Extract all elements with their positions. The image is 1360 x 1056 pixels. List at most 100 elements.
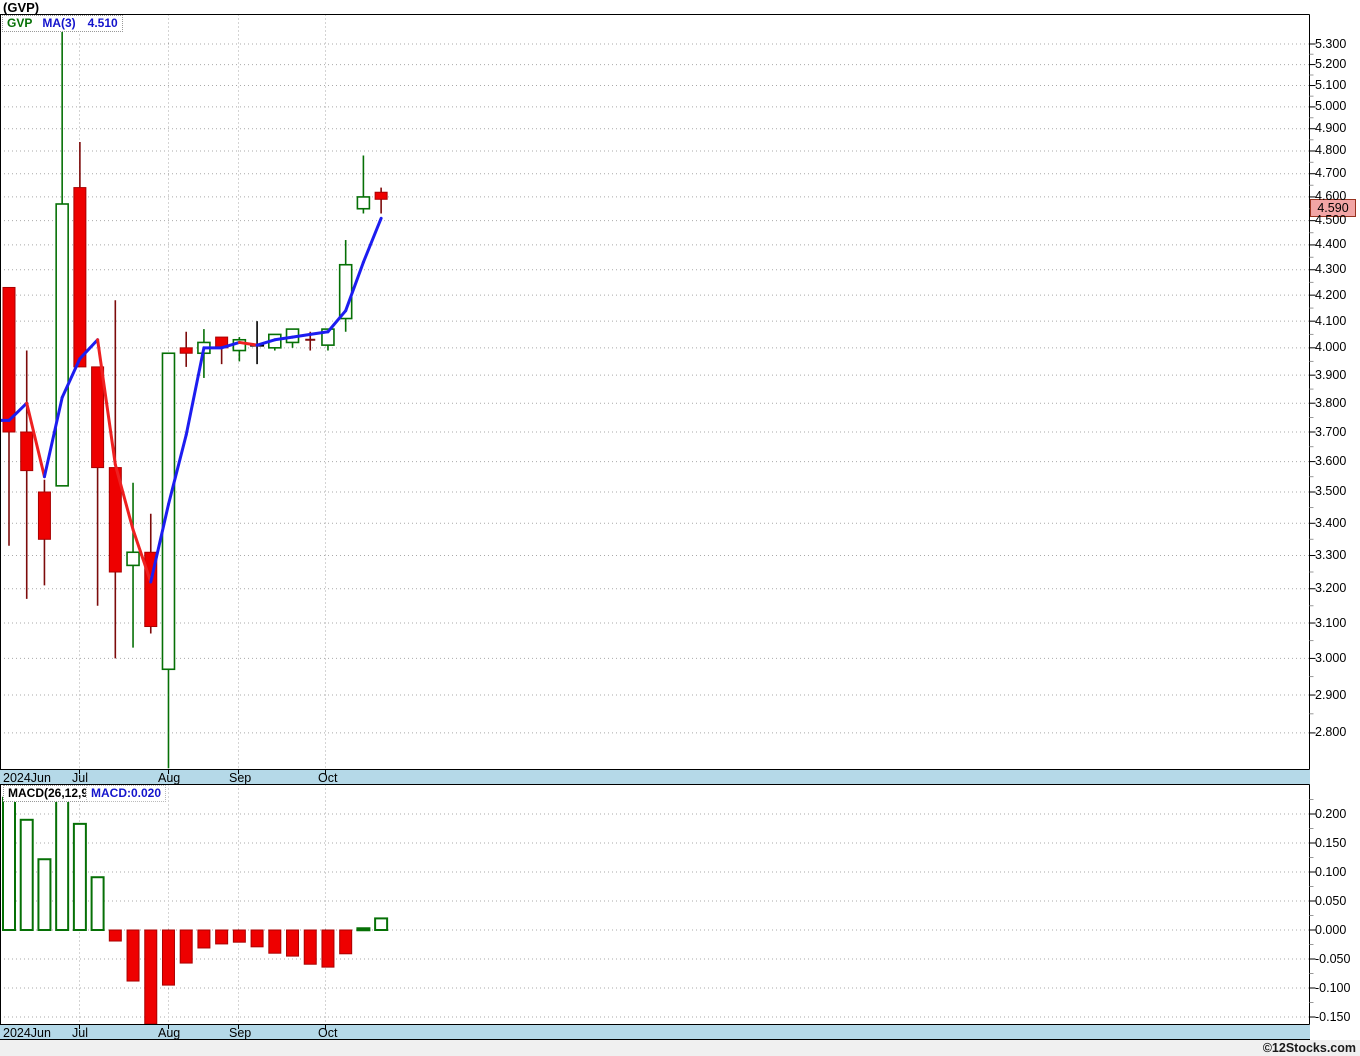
x-axis-strip-main	[0, 770, 1310, 785]
ma-line-segment	[255, 338, 277, 347]
macd-bar-negative	[179, 929, 193, 964]
footer-band	[0, 1040, 1360, 1056]
symbol-label: GVP	[7, 16, 33, 30]
ma-line-segment	[308, 330, 330, 336]
macd-bar-negative	[126, 929, 140, 982]
macd-bar-positive	[19, 818, 34, 931]
y-axis-label-main: 5.300	[1315, 36, 1347, 51]
ma-line-segment	[7, 401, 29, 422]
y-axis-label-main: 3.500	[1315, 484, 1347, 499]
macd-bar-negative	[232, 929, 246, 943]
x-axis-label-main: Aug	[158, 771, 181, 785]
y-axis-label-macd: 0.150	[1315, 835, 1347, 850]
y-axis-label-main: 3.000	[1315, 650, 1347, 665]
y-axis-label-main: 2.900	[1315, 687, 1347, 702]
macd-bar-negative	[215, 929, 229, 945]
y-axis-label-main: 4.900	[1315, 121, 1347, 136]
candle-body-up	[161, 352, 176, 671]
x-axis-strip-macd	[0, 1025, 1310, 1040]
y-axis-label-macd: -0.150	[1315, 1009, 1351, 1024]
ma-line-segment	[25, 401, 46, 479]
macd-bar-negative	[321, 929, 335, 968]
y-axis-label-main: 5.100	[1315, 78, 1347, 93]
y-axis-label-main: 5.000	[1315, 99, 1347, 114]
macd-value: MACD:0.020	[86, 785, 167, 802]
candle-body-down	[91, 366, 105, 469]
candle-body-up	[356, 196, 371, 210]
macd-bar-negative	[197, 929, 211, 949]
x-axis-label-macd: Jul	[72, 1026, 88, 1040]
y-axis-label-macd: -0.100	[1315, 980, 1351, 995]
y-axis-label-main: 4.500	[1315, 213, 1347, 228]
ma-line-segment	[96, 338, 117, 467]
candle-body-down	[37, 491, 51, 540]
macd-bar-positive	[374, 917, 389, 932]
candle-body-down	[179, 347, 193, 354]
x-axis-label-macd: Sep	[229, 1026, 252, 1040]
macd-bar-positive	[90, 876, 105, 931]
x-axis-label-main: Sep	[229, 771, 252, 785]
ma-line-segment	[184, 346, 206, 437]
ma-line-segment	[149, 502, 170, 584]
candle-body-down	[20, 431, 34, 472]
ma-line-segment	[220, 340, 241, 350]
x-axis-label-main: Jul	[72, 771, 88, 785]
macd-bar-negative	[303, 929, 317, 965]
ma-line-segment	[113, 463, 135, 532]
macd-bar-negative	[268, 929, 282, 954]
y-axis-label-main: 4.000	[1315, 340, 1347, 355]
y-axis-label-main: 3.200	[1315, 581, 1347, 596]
ma-label: MA(3)	[42, 16, 76, 30]
y-axis-label-main: 4.700	[1315, 166, 1347, 181]
y-axis-label-main: 4.200	[1315, 287, 1347, 302]
ma-line-segment	[361, 216, 383, 264]
macd-bar-negative	[144, 929, 158, 1025]
page-title: (GVP)	[3, 0, 40, 15]
macd-bar-positive	[2, 796, 16, 932]
y-axis-label-main: 4.100	[1315, 313, 1347, 328]
ma-line-segment	[273, 335, 295, 342]
y-axis-label-main: 3.600	[1315, 454, 1347, 469]
y-axis-label-main: 5.200	[1315, 57, 1347, 72]
y-axis-label-main: 4.800	[1315, 143, 1347, 158]
x-axis-label-main: Oct	[318, 771, 338, 785]
x-axis-label-main: 2024Jun	[3, 771, 51, 785]
last-price-tag: 4.590	[1310, 199, 1356, 217]
macd-bar-negative	[339, 929, 353, 955]
y-axis-label-main: 3.100	[1315, 615, 1347, 630]
ma-line-segment	[326, 309, 348, 334]
main-chart-legend: GVP MA(3) 4.510	[2, 15, 123, 32]
watermark: ©12Stocks.com	[1262, 1041, 1356, 1055]
macd-bar-positive	[72, 822, 87, 931]
ma-line-segment	[60, 357, 82, 400]
candle-body-down	[2, 286, 16, 433]
x-axis-label-macd: Oct	[318, 1026, 338, 1040]
macd-legend: MACD(26,12,9)	[3, 785, 98, 802]
y-axis-label-macd: -0.050	[1315, 951, 1351, 966]
y-axis-label-main: 3.700	[1315, 424, 1347, 439]
macd-bar-positive	[55, 799, 70, 932]
ma-line-segment	[78, 338, 100, 361]
candle-body-up	[55, 203, 69, 487]
y-axis-label-main: 4.600	[1315, 189, 1347, 204]
y-axis-label-main: 4.300	[1315, 262, 1347, 277]
macd-bar-negative	[161, 929, 175, 986]
macd-bar-negative	[108, 929, 122, 942]
ma-line-segment	[131, 528, 153, 584]
candle-body-down	[374, 191, 388, 200]
macd-bar-negative	[250, 929, 264, 948]
macd-bar-positive	[356, 927, 371, 932]
ma-line-segment	[291, 332, 312, 339]
ma-value: 4.510	[87, 16, 118, 30]
y-axis-label-main: 3.900	[1315, 367, 1347, 382]
y-axis-label-main: 4.400	[1315, 237, 1347, 252]
y-axis-label-macd: 0.100	[1315, 864, 1347, 879]
ma-line-segment	[344, 260, 365, 313]
macd-bar-negative	[286, 929, 300, 957]
y-axis-label-macd: 0.200	[1315, 806, 1347, 821]
y-axis-label-main: 3.300	[1315, 548, 1347, 563]
candle-body-down	[73, 187, 87, 368]
y-axis-label-macd: 0.050	[1315, 893, 1347, 908]
